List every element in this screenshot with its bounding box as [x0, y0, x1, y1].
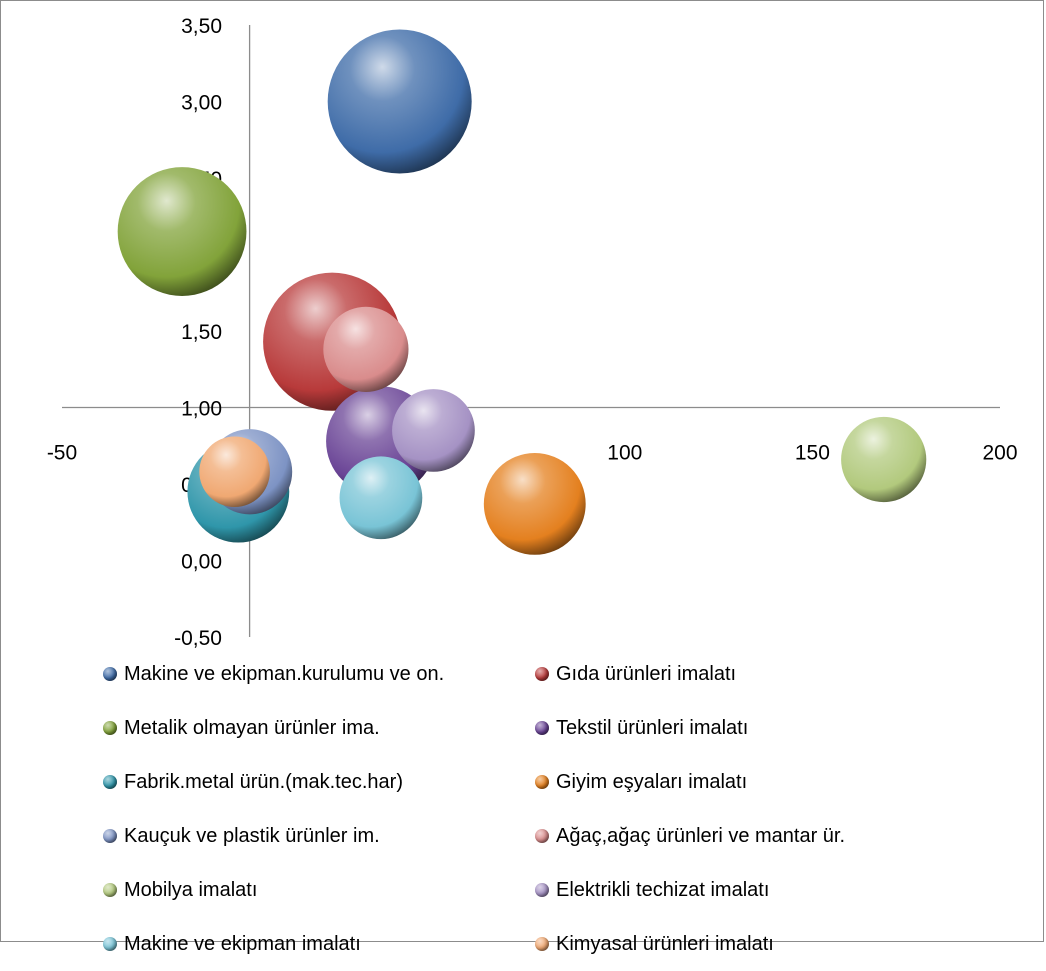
y-tick-label: 1,00	[181, 398, 222, 421]
legend-entry: Giyim eşyaları imalatı	[535, 755, 965, 809]
bubble-point	[339, 456, 423, 540]
legend-entry: Makine ve ekipman.kurulumu ve on.	[103, 647, 535, 701]
legend-marker	[535, 667, 549, 681]
legend-entry: Kimyasal ürünleri imalatı	[535, 917, 965, 971]
bubble-point	[323, 306, 409, 392]
x-tick-label: -50	[47, 442, 77, 465]
x-tick-label: 100	[607, 442, 642, 465]
bubble-point	[392, 389, 475, 472]
x-tick-label: 200	[982, 442, 1017, 465]
y-tick-label: -0,50	[174, 627, 222, 650]
legend-label: Mobilya imalatı	[124, 878, 258, 901]
legend-label: Ağaç,ağaç ürünleri ve mantar ür.	[556, 824, 846, 847]
legend-label: Giyim eşyaları imalatı	[556, 770, 748, 793]
legend-label: Fabrik.metal ürün.(mak.tec.har)	[124, 770, 403, 793]
legend-label: Kauçuk ve plastik ürünler im.	[124, 824, 380, 847]
legend-label: Tekstil ürünleri imalatı	[556, 716, 749, 739]
bubble-point	[117, 167, 247, 296]
y-tick-label: 3,50	[181, 15, 222, 38]
legend-marker	[535, 829, 549, 843]
legend-marker	[103, 775, 117, 789]
legend-entry: Metalik olmayan ürünler ima.	[103, 701, 535, 755]
legend-marker	[103, 937, 117, 951]
y-tick-label: 3,00	[181, 92, 222, 115]
legend-marker	[103, 721, 117, 735]
y-tick-label: 0,00	[181, 551, 222, 574]
legend-label: Metalik olmayan ürünler ima.	[124, 716, 380, 739]
chart-legend: Makine ve ekipman.kurulumu ve on. Gıda ür…	[103, 647, 1003, 971]
legend-entry: Fabrik.metal ürün.(mak.tec.har)	[103, 755, 535, 809]
legend-marker	[103, 829, 117, 843]
legend-entry: Elektrikli techizat imalatı	[535, 863, 965, 917]
bubble-point	[327, 29, 472, 174]
legend-label: Makine ve ekipman.kurulumu ve on.	[124, 662, 445, 685]
legend-entry: Gıda ürünleri imalatı	[535, 647, 965, 701]
legend-marker	[535, 721, 549, 735]
legend-label: Elektrikli techizat imalatı	[556, 878, 770, 901]
bubble-point	[199, 436, 270, 508]
legend-marker	[103, 667, 117, 681]
legend-entry: Makine ve ekipman imalatı	[103, 917, 535, 971]
legend-marker	[535, 883, 549, 897]
legend-entry: Mobilya imalatı	[103, 863, 535, 917]
legend-marker	[103, 883, 117, 897]
legend-marker	[535, 775, 549, 789]
legend-label: Gıda ürünleri imalatı	[556, 662, 737, 685]
legend-label: Makine ve ekipman imalatı	[124, 932, 361, 955]
legend-label: Kimyasal ürünleri imalatı	[556, 932, 774, 955]
bubble-point	[841, 416, 927, 503]
legend-entry: Ağaç,ağaç ürünleri ve mantar ür.	[535, 809, 965, 863]
bubble-point	[483, 452, 586, 555]
legend-marker	[535, 937, 549, 951]
legend-entry: Kauçuk ve plastik ürünler im.	[103, 809, 535, 863]
x-tick-label: 150	[795, 442, 830, 465]
legend-entry: Tekstil ürünleri imalatı	[535, 701, 965, 755]
bubble-chart: -0,500,000,501,001,502,002,503,003,50-50…	[47, 15, 1018, 650]
y-tick-label: 1,50	[181, 321, 222, 344]
